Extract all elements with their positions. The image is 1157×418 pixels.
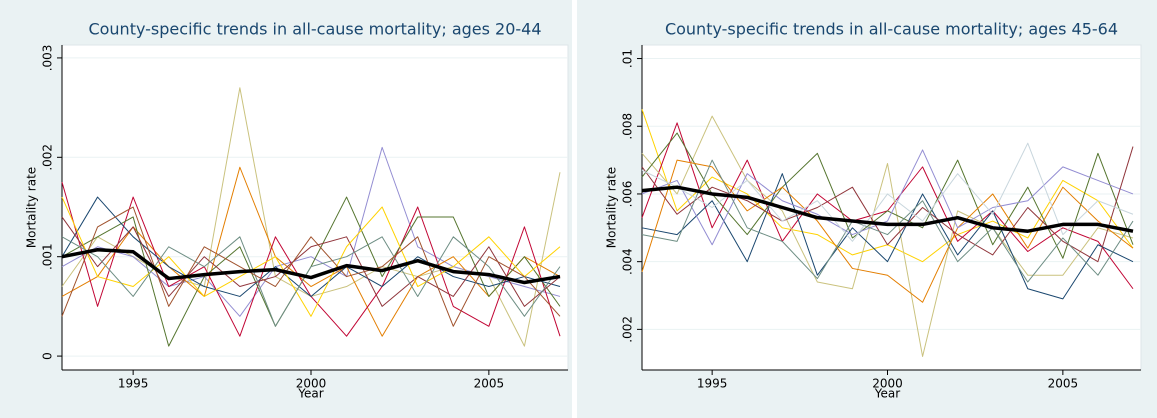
x-axis-title: Year xyxy=(297,387,323,401)
x-tick-label: 2005 xyxy=(1048,377,1079,391)
series-line xyxy=(61,196,561,297)
panel: County-specific trends in all-cause mort… xyxy=(577,0,1157,418)
y-axis-title: Mortality rate xyxy=(605,167,619,248)
y-tick-label: .003 xyxy=(41,45,55,72)
series-line xyxy=(61,247,561,285)
y-tick-label: .002 xyxy=(41,144,55,171)
x-tick-label: 2000 xyxy=(872,377,903,391)
y-tick-label: .004 xyxy=(621,248,635,275)
chart-title: County-specific trends in all-cause mort… xyxy=(88,20,541,39)
x-tick-label: 1995 xyxy=(697,377,728,391)
series-line xyxy=(61,206,561,327)
series-line xyxy=(641,185,1134,233)
plot-area xyxy=(641,44,1142,371)
x-axis-title: Year xyxy=(874,387,900,401)
series-line xyxy=(641,142,1134,242)
series-line xyxy=(641,159,1134,303)
series-line xyxy=(61,196,561,317)
series-line xyxy=(641,115,1134,357)
y-tick-label: .006 xyxy=(621,181,635,208)
x-tick-label: 2005 xyxy=(474,377,505,391)
panel: County-specific trends in all-cause mort… xyxy=(0,0,572,418)
series-line xyxy=(641,132,1134,259)
y-tick-label: .008 xyxy=(621,113,635,140)
x-tick-label: 1995 xyxy=(118,377,149,391)
x-tick-label: 2000 xyxy=(296,377,327,391)
series-line xyxy=(641,149,1134,246)
y-tick-label: 0 xyxy=(41,352,55,360)
chart-title: County-specific trends in all-cause mort… xyxy=(665,20,1118,39)
series-line xyxy=(61,216,561,307)
series-line xyxy=(641,159,1134,283)
y-tick-label: .001 xyxy=(41,243,55,270)
y-axis-title: Mortality rate xyxy=(25,167,39,248)
series-line xyxy=(61,236,561,327)
y-tick-label: .002 xyxy=(621,316,635,343)
series-line xyxy=(641,146,1134,263)
plot-area xyxy=(61,44,569,371)
y-tick-label: .01 xyxy=(621,49,635,68)
